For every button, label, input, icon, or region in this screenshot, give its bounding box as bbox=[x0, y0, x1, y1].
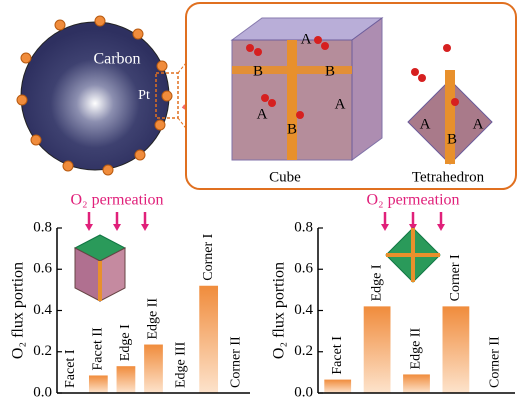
bar bbox=[363, 306, 391, 393]
site-label: B bbox=[253, 63, 263, 79]
y-tick-label: 0.2 bbox=[33, 343, 52, 359]
category-label: Corner II bbox=[228, 336, 243, 388]
category-label: Edge I bbox=[118, 324, 133, 361]
category-label: Corner I bbox=[201, 233, 216, 280]
site-label: A bbox=[473, 116, 484, 132]
category-label: Facet I bbox=[63, 349, 78, 388]
tetra-caption: Tetrahedron bbox=[412, 169, 485, 185]
category-label: Facet II bbox=[91, 327, 106, 370]
category-label: Edge I bbox=[369, 264, 384, 301]
site-label: B bbox=[447, 131, 457, 147]
y-axis-label: O₂ flux portion bbox=[10, 262, 27, 359]
bar bbox=[116, 366, 136, 393]
category-label: Corner I bbox=[448, 254, 463, 301]
site-label: A bbox=[335, 96, 346, 112]
y-axis-label: O₂ flux portion bbox=[271, 262, 288, 359]
y-tick-label: 0.8 bbox=[294, 219, 313, 235]
bar bbox=[144, 344, 163, 393]
charts: Facet I Facet II Edge I Edge II Edge III Corn… bbox=[10, 192, 515, 400]
category-label: Corner II bbox=[488, 336, 503, 388]
shape-arrowhead bbox=[113, 224, 121, 231]
cube-caption: Cube bbox=[269, 169, 301, 185]
bar bbox=[324, 379, 352, 393]
category-label: Edge II bbox=[146, 298, 161, 340]
y-tick-label: 0.0 bbox=[294, 384, 313, 400]
bar bbox=[199, 285, 219, 393]
site-label: B bbox=[287, 121, 297, 137]
annotation: O₂ permeation bbox=[70, 192, 163, 209]
y-tick-label: 0.8 bbox=[33, 219, 52, 235]
bar bbox=[403, 374, 430, 393]
site-label: B bbox=[325, 63, 335, 79]
y-tick-label: 0.4 bbox=[33, 302, 52, 318]
annotation: O₂ permeation bbox=[366, 192, 459, 209]
carbon-label: Carbon bbox=[93, 51, 140, 68]
bar bbox=[88, 375, 108, 393]
site-label: A bbox=[301, 31, 312, 47]
site-label: A bbox=[257, 106, 268, 122]
pt-label: Pt bbox=[138, 88, 150, 103]
shape-arrowhead bbox=[85, 224, 93, 231]
y-tick-label: 0.4 bbox=[294, 302, 313, 318]
y-tick-label: 0.6 bbox=[33, 261, 52, 277]
y-tick-label: 0.0 bbox=[33, 384, 52, 400]
y-tick-label: 0.6 bbox=[294, 261, 313, 277]
bar bbox=[442, 306, 470, 393]
category-label: Edge III bbox=[173, 341, 188, 388]
site-label: A bbox=[420, 116, 431, 132]
shape-arrowhead bbox=[381, 224, 389, 231]
cube-illustration: B B A A A B Cube bbox=[230, 17, 384, 185]
shape-arrowhead bbox=[437, 224, 445, 231]
category-label: Facet I bbox=[330, 336, 345, 375]
y-tick-label: 0.2 bbox=[294, 343, 313, 359]
shape-arrowhead bbox=[141, 224, 149, 231]
category-label: Edge II bbox=[409, 328, 424, 370]
tetrahedron-illustration: A A B Tetrahedron bbox=[407, 44, 493, 185]
